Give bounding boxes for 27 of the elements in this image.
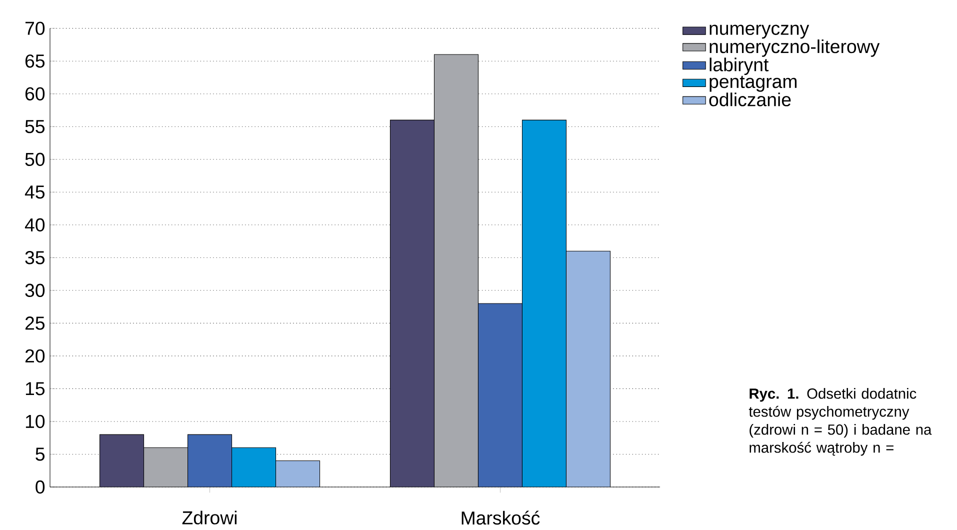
y-tick-label: 5: [36, 448, 45, 461]
bar: [232, 448, 276, 487]
y-tick-label: 50: [25, 152, 45, 166]
y-tick-label: 30: [25, 284, 45, 298]
x-tick-label: Zdrowi: [182, 510, 237, 524]
legend-label: numeryczno-literowy: [710, 39, 880, 57]
legend-label: numeryczny: [710, 24, 810, 39]
y-tick-label: 45: [24, 186, 45, 199]
y-tick-label: 10: [26, 414, 45, 428]
x-tick-label: Marskość: [462, 510, 540, 525]
bar: [566, 250, 611, 487]
y-tick-label: 0: [36, 480, 45, 494]
y-tick-label: 25: [25, 316, 45, 330]
y-tick-label: 60: [25, 87, 45, 100]
text: Ryc. 1. Odsetki dodatnic testów psychometryczny (zdrowi n = 50) i badane na marskość wątroby n =: [748, 388, 932, 456]
y-tick-label: 40: [24, 218, 45, 232]
y-tick-label: 65: [25, 54, 45, 68]
y-tick-label: 70: [25, 22, 45, 35]
legend-label: labirynt: [710, 58, 769, 76]
y-tick-label: 55: [25, 120, 45, 134]
bar: [276, 460, 320, 487]
legend-label: pentagram: [710, 76, 797, 92]
bar: [522, 120, 567, 487]
y-tick-label: 35: [25, 251, 45, 264]
y-tick-label: 15: [26, 382, 45, 396]
legend-label: odliczanie: [709, 92, 791, 106]
y-tick-label: 20: [25, 349, 45, 363]
